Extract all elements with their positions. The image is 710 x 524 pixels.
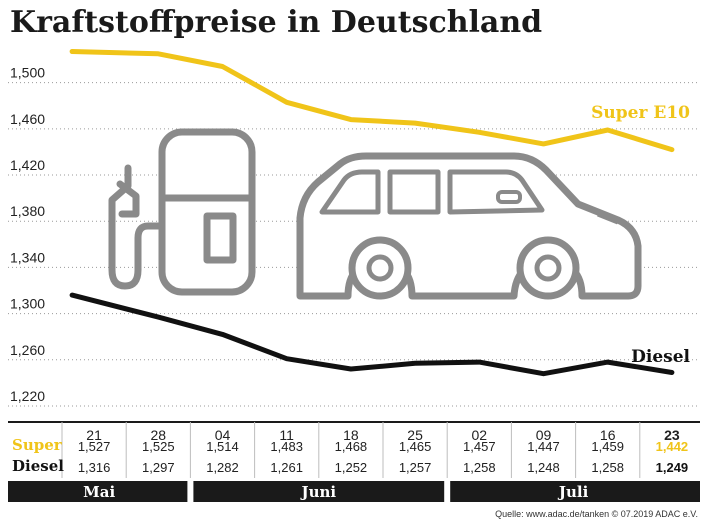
- diesel-value: 1,258: [591, 460, 624, 475]
- x-tick-label: 04: [215, 427, 231, 443]
- x-axis-ticks: 21 28 04 11 18 25 02 09 16 23: [86, 427, 680, 443]
- row-label-super: Super: [12, 436, 63, 454]
- y-tick-label: 1,420: [10, 157, 45, 173]
- y-tick-label: 1,500: [10, 65, 45, 81]
- car-icon: [296, 152, 642, 300]
- fuel-pump-icon: [108, 128, 256, 296]
- x-tick-label: 02: [472, 427, 488, 443]
- month-label: Mai: [83, 483, 115, 501]
- month-label: Juli: [557, 483, 589, 501]
- super-value: 1,483: [270, 439, 303, 454]
- diesel-value: 1,258: [463, 460, 496, 475]
- super-value: 1,468: [335, 439, 368, 454]
- month-bars: Mai Juni Juli: [8, 481, 700, 502]
- series-label-diesel: Diesel: [631, 347, 690, 367]
- x-tick-label: 18: [343, 427, 359, 443]
- super-e10-line: [69, 49, 675, 153]
- column-dividers: [61, 422, 641, 478]
- x-tick-label: 16: [600, 427, 616, 443]
- x-tick-label: 21: [86, 427, 102, 443]
- x-tick-label: 25: [407, 427, 423, 443]
- diesel-line: [69, 292, 675, 377]
- month-bar: [450, 481, 700, 502]
- super-value: 1,457: [463, 439, 496, 454]
- diesel-value: 1,249: [656, 460, 689, 475]
- source-note: Quelle: www.adac.de/tanken © 07.2019 ADA…: [495, 509, 698, 519]
- super-value: 1,527: [78, 439, 111, 454]
- chart-title: Kraftstoffpreise in Deutschland: [10, 5, 542, 40]
- month-bar: [193, 481, 445, 502]
- x-tick-label: 28: [151, 427, 167, 443]
- diesel-value: 1,282: [206, 460, 239, 475]
- diesel-value: 1,248: [527, 460, 560, 475]
- value-table: 1,527 1,525 1,514 1,483 1,468 1,465 1,457 1,447…: [78, 439, 688, 475]
- diesel-value: 1,257: [399, 460, 432, 475]
- y-tick-label: 1,460: [10, 111, 45, 127]
- super-value: 1,447: [527, 439, 560, 454]
- y-axis-ticks: 1,220 1,260 1,300 1,340 1,380 1,420 1,460 1,500: [10, 65, 45, 404]
- series-label-super: Super E10: [591, 103, 690, 123]
- super-value: 1,459: [591, 439, 624, 454]
- series-lines: [69, 49, 675, 377]
- y-tick-label: 1,260: [10, 342, 45, 358]
- row-label-diesel: Diesel: [12, 457, 64, 475]
- x-tick-label: 09: [536, 427, 552, 443]
- y-tick-label: 1,220: [10, 388, 45, 404]
- super-value: 1,442: [656, 439, 689, 454]
- super-value: 1,465: [399, 439, 432, 454]
- diesel-value: 1,316: [78, 460, 111, 475]
- diesel-value: 1,261: [270, 460, 303, 475]
- x-tick-label: 11: [279, 427, 294, 443]
- x-tick-label: 23: [664, 427, 680, 443]
- month-label: Juni: [299, 483, 336, 501]
- y-tick-label: 1,300: [10, 296, 45, 312]
- month-bar: [8, 481, 188, 502]
- super-value: 1,525: [142, 439, 175, 454]
- diesel-value: 1,252: [335, 460, 368, 475]
- super-value: 1,514: [206, 439, 239, 454]
- y-tick-label: 1,340: [10, 249, 45, 265]
- diesel-value: 1,297: [142, 460, 175, 475]
- y-tick-label: 1,380: [10, 203, 45, 219]
